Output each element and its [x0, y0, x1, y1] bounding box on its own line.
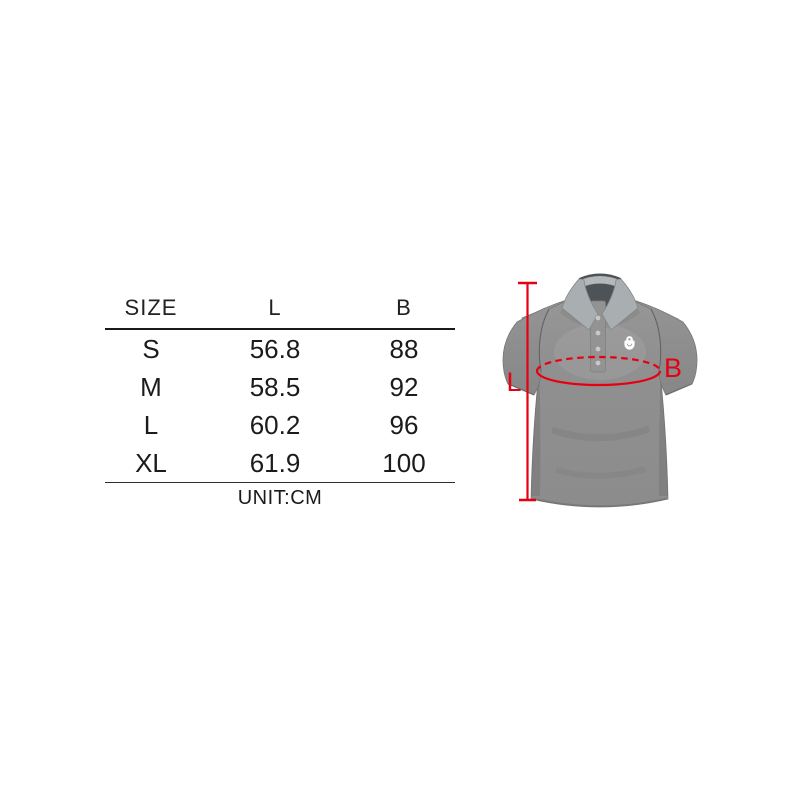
right-armhole-seam: [650, 308, 662, 372]
right-sleeve: [629, 298, 698, 396]
header-divider-line: [105, 328, 455, 330]
column-header-size: SIZE: [124, 295, 178, 320]
shirt-diagram: L B: [440, 255, 760, 535]
length-label: L: [506, 367, 521, 397]
bust-measure-ellipse-dashed: [535, 355, 662, 372]
bust-value-cell: 88: [389, 333, 419, 364]
brand-logo-icon: [624, 336, 635, 350]
size-chart: SIZE L B S 56.8 88 M 58.5 92 L 60.2 96 X…: [105, 288, 455, 513]
length-value-cell: 56.8: [249, 333, 301, 364]
left-armhole-seam: [538, 308, 550, 372]
collar-right-wing: [601, 278, 639, 331]
size-cell: M: [140, 371, 162, 402]
column-header-bust: B: [396, 295, 412, 320]
size-cell: L: [143, 409, 159, 440]
column-header-length: L: [268, 295, 282, 320]
bust-value-cell: 96: [389, 409, 419, 440]
size-row-xl: XL 61.9 100: [105, 444, 455, 482]
size-row-s: S 56.8 88: [105, 330, 455, 368]
unit-label: UNIT:CM: [237, 487, 323, 509]
bust-measure-ellipse-solid: [535, 370, 662, 387]
bust-label: B: [664, 353, 682, 383]
size-cell: S: [142, 333, 160, 364]
left-sleeve-hem: [507, 383, 535, 396]
left-sleeve: [502, 298, 571, 396]
polo-shirt-illustration: L B: [502, 273, 698, 508]
length-value-cell: 61.9: [249, 447, 301, 478]
measurement-annotations: [518, 281, 662, 502]
collar-top-band: [578, 276, 622, 288]
size-cell: XL: [135, 447, 167, 478]
right-sleeve-hem: [665, 383, 693, 396]
length-value-cell: 60.2: [249, 409, 301, 440]
size-row-m: M 58.5 92: [105, 368, 455, 406]
collar-left-wing: [561, 278, 599, 331]
footer-divider-line: [105, 482, 455, 483]
bust-value-cell: 100: [382, 447, 426, 478]
size-row-l: L 60.2 96: [105, 406, 455, 444]
placket-buttons: [594, 314, 601, 366]
length-value-cell: 58.5: [249, 371, 301, 402]
bust-value-cell: 92: [389, 371, 419, 402]
size-chart-header-row: SIZE L B: [105, 288, 455, 328]
